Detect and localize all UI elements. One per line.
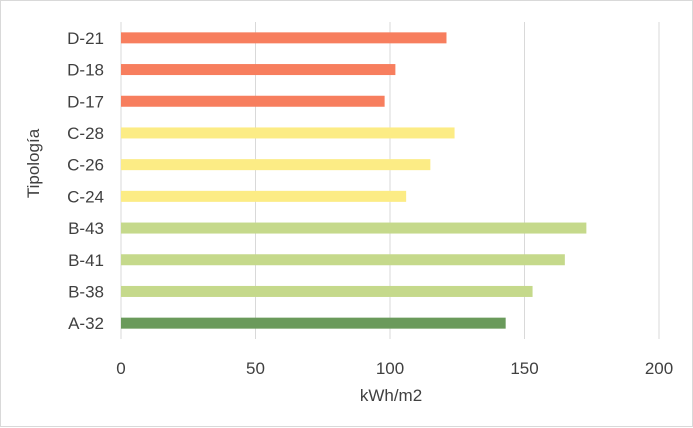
bar-c-24 — [121, 190, 407, 202]
bar-c-28 — [121, 127, 455, 139]
y-tick-label: D-17 — [67, 92, 104, 111]
x-tick-label: 100 — [376, 359, 404, 378]
y-tick-label: C-28 — [67, 124, 104, 143]
y-tick-label: B-41 — [68, 251, 104, 270]
bar-d-17 — [121, 95, 385, 107]
bar-d-18 — [121, 64, 396, 76]
bars — [121, 32, 587, 329]
bar-d-21 — [121, 32, 447, 44]
y-tick-label: D-21 — [67, 29, 104, 48]
x-tick-label: 50 — [246, 359, 265, 378]
y-tick-label: B-43 — [68, 219, 104, 238]
y-tick-label: C-24 — [67, 187, 104, 206]
bar-b-38 — [121, 285, 533, 297]
bar-b-41 — [121, 254, 565, 266]
x-tick-label: 150 — [510, 359, 538, 378]
x-tick-labels: 0 50 100 150 200 — [116, 359, 673, 378]
x-axis-title: kWh/m2 — [360, 386, 422, 405]
bar-c-26 — [121, 159, 431, 171]
x-tick-label: 0 — [116, 359, 125, 378]
y-tick-label: D-18 — [67, 61, 104, 80]
y-tick-label: A-32 — [68, 314, 104, 333]
bar-a-32 — [121, 317, 506, 329]
y-tick-labels: A-32 B-38 B-41 B-43 C-24 C-26 C-28 D-17 D-18 D-21 — [67, 29, 104, 333]
bar-b-43 — [121, 222, 587, 234]
x-tick-label: 200 — [645, 359, 673, 378]
y-tick-label: C-26 — [67, 156, 104, 175]
y-axis-title: Tipología — [24, 128, 43, 198]
y-tick-label: B-38 — [68, 282, 104, 301]
